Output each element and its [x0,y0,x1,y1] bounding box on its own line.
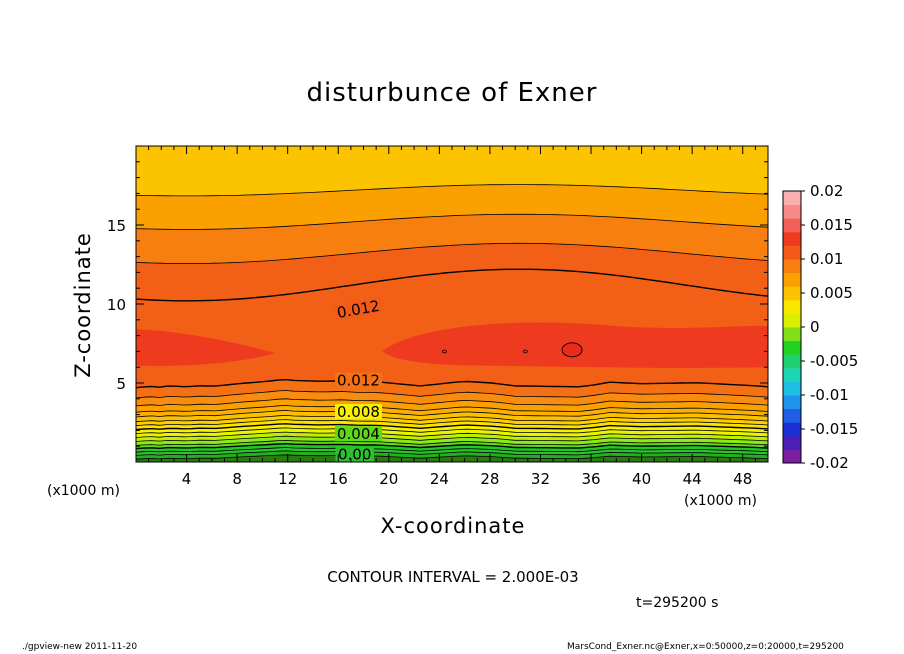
colorbar-swatch [783,231,801,246]
footer-program-info: ./gpview-new 2011-11-20 [22,642,138,652]
x-tick-label: 16 [329,470,348,488]
colorbar-swatch [783,408,801,423]
contour-label-text: 0.004 [337,425,380,443]
contour-label-background [334,404,382,420]
colorbar-swatch [783,381,801,396]
contour-line [136,184,768,197]
x-tick-label: 36 [581,470,600,488]
contour-label-background [334,372,382,388]
colorbar-swatch [783,313,801,328]
contour-label-background [334,426,382,442]
contour-line [136,268,768,302]
x-tick-label: 44 [683,470,702,488]
colorbar-swatch [783,422,801,437]
contour-features [136,322,768,368]
contour-line [136,427,768,434]
contour-line [136,398,768,407]
contour-label: 0.004 [334,425,382,443]
colorbar-label: 0 [810,318,820,336]
contour-label: 0.00 [335,446,374,464]
colorbar-swatch [783,245,801,260]
colorbar-swatch [783,367,801,382]
y-tick-label: 5 [116,375,126,393]
x-tick-label: 20 [379,470,398,488]
chart-title: disturbunce of Exner [306,78,598,108]
contour-line [136,390,768,399]
contour-line [136,410,768,418]
contour-interval-text: CONTOUR INTERVAL = 2.000E-03 [327,568,579,586]
contour-line [136,447,768,453]
contour-line [136,454,768,460]
colorbar-label: -0.02 [810,454,849,472]
contour-line [136,414,768,423]
colorbar-swatch [783,286,801,301]
footer-file-info: MarsCond_Exner.nc@Exner,x=0:50000,z=0:20… [567,642,844,652]
contour-line [136,405,768,413]
x-unit-label-left: (x1000 m) [47,483,120,499]
colorbar-label: 0.01 [810,250,843,268]
colorbar-swatch [783,354,801,369]
time-label: t=295200 s [636,595,719,611]
x-tick-label: 32 [531,470,550,488]
x-tick-label: 40 [632,470,651,488]
colorbar-label: 0.005 [810,284,853,302]
x-axis-label: X-coordinate [380,514,526,538]
contour-label-text: 0.00 [338,446,371,464]
maximum-contour [442,349,447,354]
colorbar-swatch [783,395,801,410]
maximum-contour [561,342,583,358]
contour-line [136,378,768,389]
colorbar-swatch [783,272,801,287]
contour-label-background [335,446,374,462]
colorbar-label: 0.015 [810,216,853,234]
contour-line [136,419,768,427]
contour-label: 0.008 [334,403,382,421]
x-tick-label: 24 [430,470,449,488]
y-tick-label: 15 [107,217,126,235]
contour-line [136,431,768,438]
contour-lines [136,184,768,460]
colorbar-label: -0.01 [810,386,849,404]
colorbar-swatch [783,299,801,314]
colorbar-swatch [783,327,801,342]
colorbar-swatch [783,449,801,464]
contour-label-text: 0.008 [337,403,380,421]
colorbar-label: -0.005 [810,352,858,370]
x-tick-label: 28 [480,470,499,488]
colorbar-label: -0.015 [810,420,858,438]
contour-line [136,213,768,230]
y-tick-label: 10 [107,296,126,314]
colorbar-swatch [783,340,801,355]
contour-line [136,439,768,446]
colorbar-swatch [783,218,801,233]
contour-label: 0.012 [334,371,382,389]
maximum-region [136,329,276,366]
x-tick-label: 8 [232,470,242,488]
x-tick-label: 4 [182,470,192,488]
contour-line [136,423,768,431]
maximum-contour [522,349,528,354]
colorbar-label: 0.02 [810,182,843,200]
colorbar: 0.02 0.015 0.01 0.005 0 -0.005 -0.01 -0.015 -0.0… [782,182,858,472]
x-tick-label: 12 [278,470,297,488]
contour-line [136,242,768,264]
contour-line [136,435,768,442]
colorbar-swatch [783,204,801,219]
contour-line [136,442,768,450]
x-unit-label-right: (x1000 m) [684,493,757,509]
contour-band [136,146,768,196]
x-tick-label: 48 [733,470,752,488]
colorbar-swatch [783,435,801,450]
contour-line [136,450,768,456]
colorbar-swatch [783,191,801,206]
contour-label-text: 0.012 [337,371,380,389]
colorbar-swatch [783,259,801,274]
contour-label-background [333,297,383,321]
